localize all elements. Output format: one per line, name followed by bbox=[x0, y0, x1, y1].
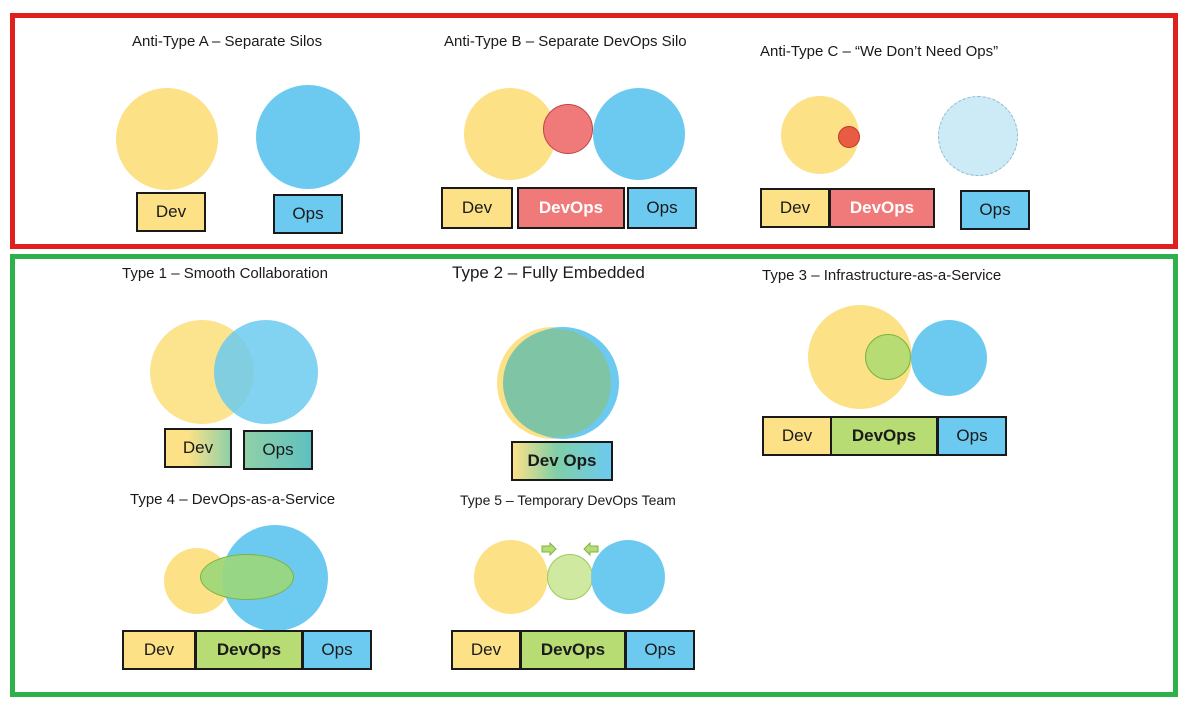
type-5-dev-circle bbox=[474, 540, 548, 614]
type-5-ops-label: Ops bbox=[625, 630, 695, 670]
anti-type-a-title: Anti-Type A – Separate Silos bbox=[132, 33, 323, 50]
type-4-devops-label: DevOps bbox=[195, 630, 303, 670]
type-4-ops-label: Ops bbox=[302, 630, 372, 670]
type-4-title: Type 4 – DevOps-as-a-Service bbox=[130, 491, 336, 508]
anti-type-c-missing-ops-circle bbox=[938, 96, 1018, 176]
anti-type-c-devops-label: DevOps bbox=[829, 188, 935, 228]
anti-type-b-ops-circle bbox=[593, 88, 685, 180]
type-1-title: Type 1 – Smooth Collaboration bbox=[122, 265, 328, 282]
type-3-ops-label: Ops bbox=[937, 416, 1007, 456]
type-5-devops-circle bbox=[547, 554, 593, 600]
type-3-dev-label: Dev bbox=[762, 416, 832, 456]
anti-type-b-devops-label: DevOps bbox=[517, 187, 625, 229]
type-5-ops-circle bbox=[591, 540, 665, 614]
type-5-dev-label: Dev bbox=[451, 630, 521, 670]
types-frame bbox=[10, 254, 1178, 697]
anti-type-a-ops-circle bbox=[256, 85, 360, 189]
anti-type-b-devops-circle bbox=[543, 104, 593, 154]
type-1-ops-label: Ops bbox=[243, 430, 313, 470]
type-5-arrows-icon bbox=[541, 542, 599, 556]
anti-type-b-dev-circle bbox=[464, 88, 556, 180]
anti-type-c-ops-label: Ops bbox=[960, 190, 1030, 230]
type-5-devops-label: DevOps bbox=[520, 630, 626, 670]
type-2-devops-label: Dev Ops bbox=[511, 441, 613, 481]
anti-type-b-title: Anti-Type B – Separate DevOps Silo bbox=[444, 33, 687, 50]
type-2-title: Type 2 – Fully Embedded bbox=[452, 263, 645, 282]
anti-type-c-devops-circle bbox=[838, 126, 860, 148]
type-1-ops-circle bbox=[214, 320, 318, 424]
type-4-devops-ellipse bbox=[200, 554, 294, 600]
anti-type-b-dev-label: Dev bbox=[441, 187, 513, 229]
type-1-dev-label: Dev bbox=[164, 428, 232, 468]
type-3-devops-circle bbox=[865, 334, 911, 380]
anti-type-a-dev-circle bbox=[116, 88, 218, 190]
anti-type-a-ops-label: Ops bbox=[273, 194, 343, 234]
type-3-title: Type 3 – Infrastructure-as-a-Service bbox=[762, 267, 1002, 284]
type-5-title: Type 5 – Temporary DevOps Team bbox=[460, 492, 676, 508]
anti-type-c-title: Anti-Type C – “We Don’t Need Ops” bbox=[760, 43, 999, 60]
type-3-ops-circle bbox=[911, 320, 987, 396]
type-2-merged-circle bbox=[503, 329, 611, 437]
type-3-devops-label: DevOps bbox=[830, 416, 938, 456]
type-4-dev-label: Dev bbox=[122, 630, 196, 670]
anti-type-b-ops-label: Ops bbox=[627, 187, 697, 229]
anti-type-a-dev-label: Dev bbox=[136, 192, 206, 232]
anti-types-frame bbox=[10, 13, 1178, 249]
anti-type-c-dev-label: Dev bbox=[760, 188, 830, 228]
